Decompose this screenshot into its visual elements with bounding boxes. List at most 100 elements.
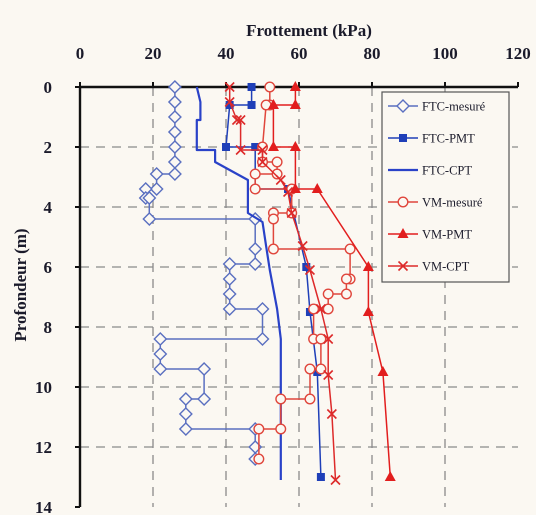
data-point-vm-mesure-29 bbox=[253, 453, 265, 465]
data-point-ftc-mesure-26 bbox=[197, 392, 212, 406]
data-point-vm-mesure-26 bbox=[275, 393, 287, 405]
x-tick-label-3: 60 bbox=[291, 44, 308, 63]
data-point-ftc-mesure-2 bbox=[167, 110, 182, 124]
data-point-ftc-mesure-28 bbox=[178, 407, 193, 421]
y-tick-label-0: 0 bbox=[44, 78, 53, 97]
data-point-ftc-mesure-17 bbox=[222, 272, 237, 286]
data-point-ftc-pmt-10 bbox=[316, 473, 325, 481]
x-tick-label-2: 40 bbox=[218, 44, 235, 63]
legend-label-ftc-mesure: FTC-mesuré bbox=[422, 100, 486, 114]
data-point-vm-cpt-6 bbox=[257, 156, 268, 168]
y-tick-label-5: 10 bbox=[35, 378, 52, 397]
data-point-vm-pmt-2 bbox=[267, 99, 279, 109]
data-point-vm-cpt-1 bbox=[224, 96, 235, 108]
plot-area: 0 20 40 60 80 100 120 0 2 4 6 8 10 12 14 bbox=[35, 44, 531, 515]
legend-label-vm-pmt: VM-PMT bbox=[422, 228, 472, 242]
data-point-vm-mesure-25 bbox=[304, 393, 316, 405]
legend-label-vm-mesure: VM-mesuré bbox=[422, 196, 483, 210]
data-point-ftc-mesure-6 bbox=[167, 167, 182, 181]
data-point-ftc-pmt-1 bbox=[247, 101, 256, 109]
data-point-ftc-mesure-23 bbox=[153, 347, 168, 361]
data-point-vm-mesure-27 bbox=[275, 423, 287, 435]
series-vm-cpt bbox=[224, 81, 341, 486]
data-point-vm-mesure-5 bbox=[271, 156, 283, 168]
series-ftc-mesure bbox=[138, 80, 270, 466]
data-point-vm-cpt-9 bbox=[286, 207, 297, 219]
data-point-vm-mesure-20 bbox=[308, 303, 320, 315]
data-point-vm-mesure-14 bbox=[344, 243, 356, 255]
data-point-vm-mesure-16 bbox=[340, 273, 352, 285]
data-point-ftc-mesure-0 bbox=[167, 80, 182, 94]
legend-marker-ftc-mesure bbox=[396, 99, 410, 113]
data-point-ftc-pmt-3 bbox=[222, 143, 230, 151]
legend-item-ftc-cpt: FTC-CPT bbox=[388, 164, 472, 178]
data-point-vm-mesure-28 bbox=[253, 423, 265, 435]
data-point-vm-cpt-13 bbox=[323, 333, 334, 345]
data-point-ftc-mesure-19 bbox=[222, 302, 237, 316]
legend-label-ftc-cpt: FTC-CPT bbox=[422, 164, 472, 178]
data-point-vm-pmt-10 bbox=[384, 471, 396, 481]
legend-item-vm-pmt: VM-PMT bbox=[388, 228, 472, 242]
data-point-vm-cpt-2 bbox=[231, 114, 243, 126]
data-point-vm-cpt-8 bbox=[282, 186, 294, 198]
legend-marker-vm-mesure bbox=[397, 196, 409, 208]
data-point-ftc-mesure-1 bbox=[167, 95, 182, 109]
x-tick-label-1: 20 bbox=[145, 44, 162, 63]
data-point-vm-pmt-5 bbox=[289, 183, 301, 193]
data-point-ftc-mesure-20 bbox=[255, 302, 270, 316]
data-point-ftc-mesure-25 bbox=[197, 362, 212, 376]
x-tick-label-0: 0 bbox=[76, 44, 85, 63]
data-point-ftc-mesure-8 bbox=[149, 182, 164, 196]
data-point-vm-cpt-16 bbox=[330, 474, 341, 486]
data-point-ftc-mesure-3 bbox=[167, 125, 182, 139]
x-axis-title: Frottement (kPa) bbox=[246, 21, 372, 40]
legend-item-vm-mesure: VM-mesuré bbox=[388, 196, 483, 210]
data-point-vm-cpt-15 bbox=[326, 408, 337, 420]
data-point-ftc-mesure-22 bbox=[153, 332, 168, 346]
data-point-vm-mesure-8 bbox=[249, 183, 261, 195]
data-point-vm-cpt-7 bbox=[275, 174, 286, 186]
data-point-vm-pmt-4 bbox=[289, 141, 301, 151]
data-point-vm-cpt-12 bbox=[315, 303, 326, 315]
data-point-vm-cpt-5 bbox=[257, 144, 268, 156]
data-point-vm-cpt-3 bbox=[235, 114, 246, 126]
data-point-vm-pmt-9 bbox=[377, 366, 389, 376]
data-point-vm-cpt-4 bbox=[235, 144, 246, 156]
data-point-vm-mesure-24 bbox=[304, 363, 316, 375]
y-axis-title: Profondeur (m) bbox=[11, 228, 30, 341]
legend-marker-vm-pmt bbox=[397, 228, 409, 238]
data-point-vm-pmt-6 bbox=[311, 183, 323, 193]
data-point-ftc-mesure-24 bbox=[153, 362, 168, 376]
data-point-vm-pmt-8 bbox=[362, 306, 374, 316]
legend-marker-vm-cpt bbox=[397, 260, 409, 272]
data-point-ftc-mesure-27 bbox=[178, 392, 193, 406]
legend-item-ftc-mesure: FTC-mesuré bbox=[388, 99, 486, 114]
data-point-ftc-pmt-0 bbox=[247, 83, 256, 91]
data-point-vm-mesure-22 bbox=[315, 333, 327, 345]
data-point-vm-mesure-19 bbox=[322, 303, 334, 315]
data-point-vm-mesure-17 bbox=[340, 288, 352, 300]
y-tick-label-7: 14 bbox=[35, 498, 53, 515]
x-tick-label-6: 120 bbox=[505, 44, 531, 63]
data-point-vm-cpt-10 bbox=[297, 240, 308, 252]
data-point-ftc-mesure-21 bbox=[255, 332, 270, 346]
data-point-ftc-mesure-16 bbox=[222, 257, 237, 271]
data-point-vm-mesure-12 bbox=[267, 213, 279, 225]
legend-label-vm-cpt: VM-CPT bbox=[422, 260, 470, 274]
data-point-vm-pmt-0 bbox=[289, 81, 301, 91]
data-point-vm-mesure-7 bbox=[249, 168, 261, 180]
data-point-ftc-mesure-14 bbox=[248, 242, 263, 256]
data-point-vm-cpt-11 bbox=[304, 264, 316, 276]
legend: FTC-mesuré FTC-PMT FTC-CPT VM-mesuré VM-PMT V… bbox=[381, 91, 510, 283]
data-point-vm-mesure-0 bbox=[264, 81, 276, 93]
y-tick-label-3: 6 bbox=[44, 258, 53, 277]
y-tick-label-2: 4 bbox=[44, 198, 53, 217]
y-tick-label-1: 2 bbox=[44, 138, 53, 157]
y-tick-label-6: 12 bbox=[35, 438, 52, 457]
x-tick-label-4: 80 bbox=[364, 44, 381, 63]
data-point-ftc-mesure-11 bbox=[142, 191, 157, 205]
data-point-vm-cpt-14 bbox=[323, 369, 334, 381]
series-ftc-cpt bbox=[195, 86, 282, 480]
data-point-vm-mesure-13 bbox=[267, 243, 279, 255]
